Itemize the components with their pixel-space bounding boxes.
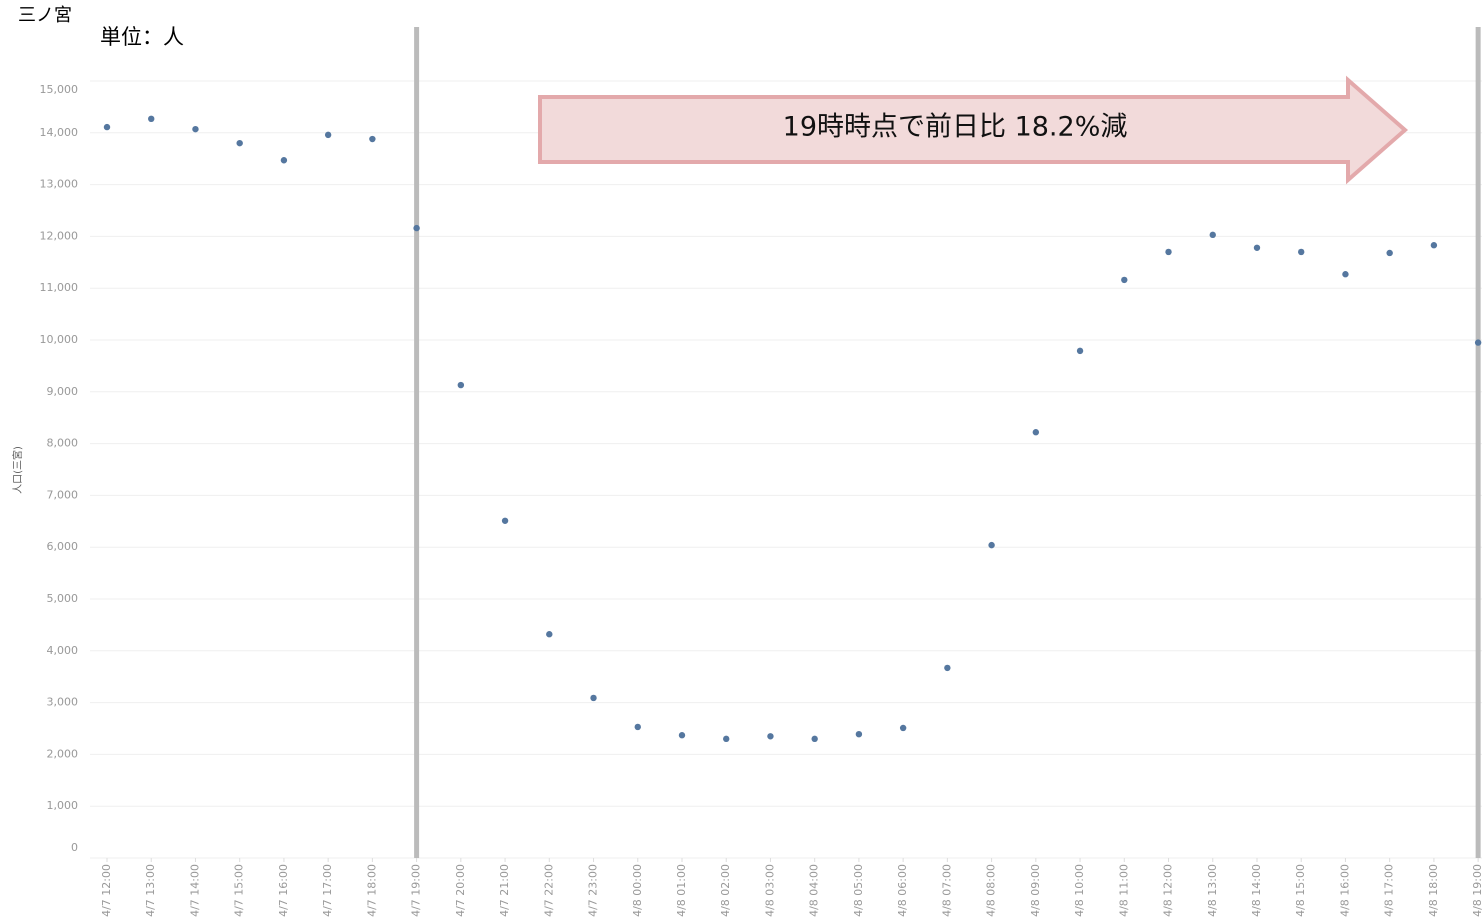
point	[1076, 347, 1084, 355]
annotation-arrow	[538, 75, 1409, 185]
x-tick-label: 4/8 16:00	[1338, 864, 1351, 917]
point	[1298, 248, 1305, 256]
annotation: 19時時点で前日比 18.2%減	[783, 112, 1128, 143]
point	[811, 735, 818, 743]
point	[1253, 244, 1261, 251]
y-tick-label: 9,000	[47, 385, 79, 398]
y-tick-label: 14,000	[40, 126, 79, 139]
point	[413, 224, 420, 232]
point	[148, 115, 155, 123]
x-tick-label: 4/7 12:00	[100, 864, 113, 917]
x-tick-label: 4/8 03:00	[763, 864, 776, 917]
x-tick-label: 4/7 22:00	[542, 864, 555, 917]
y-tick-label: 7,000	[47, 488, 79, 501]
x-tick-label: 4/8 19:00	[1471, 864, 1482, 917]
point	[369, 135, 376, 143]
point	[590, 694, 597, 702]
x-tick-label: 4/7 23:00	[587, 864, 600, 917]
point	[236, 139, 243, 147]
point	[192, 125, 199, 133]
point	[678, 732, 686, 739]
x-tick-label: 4/8 15:00	[1294, 864, 1307, 917]
x-tick-label: 4/8 08:00	[985, 864, 998, 917]
x-tick-label: 4/8 14:00	[1250, 864, 1263, 917]
x-tick-label: 4/8 17:00	[1383, 864, 1396, 917]
x-tick-label: 4/8 04:00	[808, 864, 821, 917]
point	[546, 631, 553, 638]
x-tick-label: 4/8 01:00	[675, 864, 688, 917]
point	[501, 517, 509, 524]
point	[723, 735, 730, 743]
x-tick-label: 4/7 16:00	[277, 864, 290, 917]
y-tick-label: 5,000	[47, 592, 79, 605]
chart-subtitle: 単位：人	[100, 25, 184, 49]
grid	[90, 27, 1482, 862]
x-tick-label: 4/7 14:00	[188, 864, 201, 917]
point	[1165, 248, 1172, 256]
x-tick-label: 4/7 15:00	[233, 864, 246, 917]
y-tick-label: 2,000	[47, 747, 79, 760]
x-tick-label: 4/7 21:00	[498, 864, 511, 917]
point	[324, 131, 332, 139]
y-tick-label: 11,000	[40, 281, 79, 294]
marks	[103, 115, 1482, 743]
x-tick-label: 4/8 11:00	[1117, 864, 1130, 917]
x-tick-label: 4/7 18:00	[365, 864, 378, 917]
x-tick-label: 4/8 05:00	[852, 864, 865, 917]
x-tick-label: 4/8 09:00	[1029, 864, 1042, 917]
y-tick-label: 1,000	[47, 799, 79, 812]
x-tick-label: 4/7 17:00	[321, 864, 334, 917]
y-tick-label: 12,000	[40, 229, 79, 242]
point	[1121, 276, 1128, 284]
x-tick-label: 4/8 07:00	[940, 864, 953, 917]
x-tick-label: 4/7 13:00	[144, 864, 157, 917]
x-tick-label: 4/7 20:00	[454, 864, 467, 917]
x-tick-label: 4/7 19:00	[410, 864, 423, 917]
point	[899, 724, 907, 732]
point	[457, 381, 465, 389]
y-tick-label: 15,000	[40, 83, 79, 96]
x-tick-label: 4/8 10:00	[1073, 864, 1086, 917]
point	[1209, 231, 1216, 239]
y-tick-label: 0	[71, 841, 78, 854]
point	[944, 664, 951, 672]
x-tick-label: 4/8 13:00	[1206, 864, 1219, 917]
point	[1386, 249, 1393, 257]
point	[1430, 242, 1438, 249]
point	[1032, 429, 1040, 436]
x-tick-label: 4/8 06:00	[896, 864, 909, 917]
y-tick-label: 10,000	[40, 333, 79, 346]
x-tick-label: 4/8 12:00	[1162, 864, 1175, 917]
point	[280, 157, 288, 164]
chart-title: 三ノ宮	[18, 5, 72, 26]
x-tick-label: 4/8 02:00	[719, 864, 732, 917]
y-tick-label: 8,000	[47, 437, 79, 450]
y-tick-label: 6,000	[47, 540, 79, 553]
x-tick-label: 4/8 18:00	[1427, 864, 1440, 917]
y-axis-label: 人口(三宮)	[11, 446, 24, 494]
point	[103, 123, 111, 131]
point	[855, 730, 863, 738]
point	[1474, 339, 1482, 346]
point	[767, 733, 774, 740]
y-tick-label: 3,000	[47, 696, 79, 709]
point	[1342, 271, 1349, 278]
point	[634, 723, 641, 731]
y-tick-label: 13,000	[40, 178, 79, 191]
x-tick-label: 4/8 00:00	[631, 864, 644, 917]
point	[988, 541, 995, 549]
y-tick-label: 4,000	[47, 644, 79, 657]
